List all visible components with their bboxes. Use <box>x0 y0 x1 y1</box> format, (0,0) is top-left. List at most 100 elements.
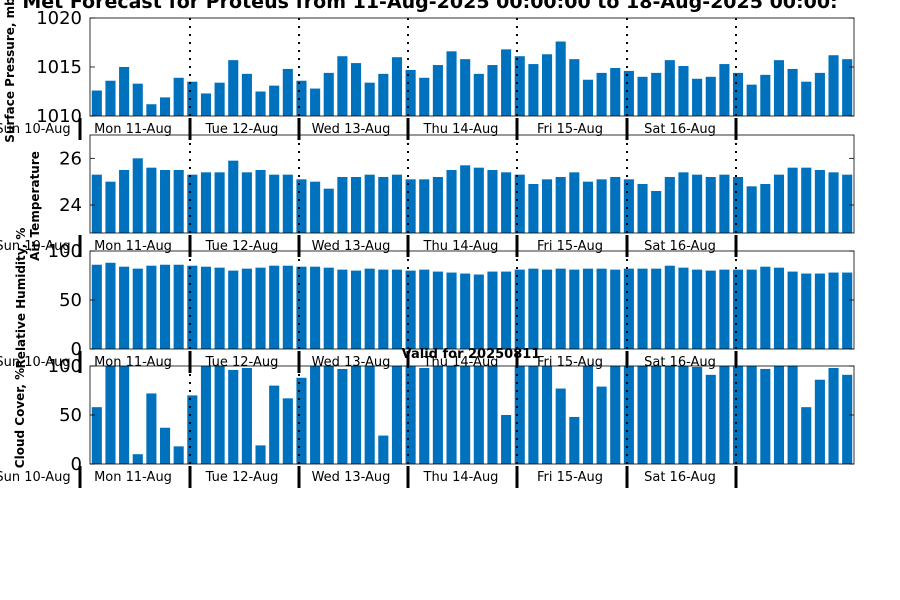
bar <box>801 81 812 116</box>
bar <box>596 268 607 349</box>
bar <box>610 67 621 116</box>
bar <box>378 269 389 349</box>
bar <box>678 267 689 349</box>
bar <box>159 264 171 349</box>
bar <box>323 72 334 116</box>
x-tick-label: Tue 12-Aug <box>205 239 279 254</box>
bar <box>269 265 280 349</box>
x-tick-label: Sun 10-Aug <box>0 239 71 254</box>
y-tick-label: 26 <box>59 148 82 169</box>
bar <box>596 72 607 116</box>
bar <box>623 70 634 116</box>
bar <box>773 267 785 349</box>
x-tick-label: Thu 14-Aug <box>423 122 499 137</box>
bar <box>514 366 525 464</box>
bar <box>282 68 293 116</box>
bar <box>787 167 798 233</box>
bar <box>187 174 198 233</box>
bar <box>337 368 348 464</box>
bar <box>555 177 566 233</box>
y-axis-label: Relative Humidity, % <box>14 228 28 369</box>
bar <box>528 184 539 233</box>
bar <box>364 366 375 464</box>
bar <box>350 63 362 116</box>
bar <box>773 60 785 116</box>
bar <box>623 179 634 233</box>
bar <box>773 366 785 464</box>
bar <box>419 367 430 464</box>
bar <box>514 174 525 233</box>
bar <box>582 181 594 233</box>
bar <box>541 366 553 464</box>
bar <box>146 265 157 349</box>
bar <box>173 170 184 233</box>
bar <box>487 271 498 349</box>
bar <box>323 188 334 233</box>
bar <box>460 59 471 116</box>
y-tick-label: 100 <box>48 356 82 377</box>
bar <box>241 367 252 464</box>
bar <box>446 170 457 233</box>
bar <box>310 266 321 349</box>
bar <box>705 177 716 233</box>
x-tick-label: Sat 16-Aug <box>644 239 716 254</box>
bar <box>405 179 416 233</box>
bar <box>555 388 566 464</box>
bar <box>678 66 689 116</box>
y-tick-label: 100 <box>48 241 82 262</box>
bar <box>705 76 716 116</box>
bar <box>692 174 703 233</box>
bar <box>692 366 703 464</box>
bar <box>569 59 580 116</box>
bar <box>501 172 512 233</box>
bar <box>746 186 757 233</box>
bar <box>460 366 471 464</box>
bar <box>664 366 675 464</box>
bar <box>146 393 157 464</box>
bar <box>378 435 389 464</box>
figure-title: Met Forecast for Proteus from 11-Aug-202… <box>22 0 837 13</box>
bar <box>446 51 457 116</box>
bar <box>364 268 375 349</box>
bar <box>814 72 825 116</box>
bar <box>432 65 443 116</box>
bar <box>651 366 662 464</box>
bar <box>814 379 825 464</box>
bar <box>187 265 198 349</box>
bar <box>814 170 825 233</box>
bar <box>637 76 648 116</box>
bar <box>446 272 457 349</box>
bar <box>378 73 389 116</box>
bar <box>582 268 594 349</box>
valid-date-note: Valid for 20250811 <box>402 347 541 362</box>
bar <box>255 445 266 464</box>
bar <box>269 385 280 464</box>
bar <box>228 270 239 349</box>
bar <box>705 270 716 349</box>
x-tick-label: Wed 13-Aug <box>312 122 391 137</box>
bar <box>787 271 798 349</box>
bar <box>405 366 416 464</box>
bar <box>391 366 403 464</box>
y-tick-label: 50 <box>59 290 82 311</box>
x-tick-label: Thu 14-Aug <box>423 239 499 254</box>
bar <box>814 273 825 349</box>
bar <box>555 41 566 116</box>
y-tick-label: 1010 <box>36 106 82 127</box>
bar <box>582 366 594 464</box>
bar <box>364 82 375 116</box>
bar <box>746 84 757 116</box>
bar <box>391 174 403 233</box>
bar <box>105 366 116 464</box>
bar <box>732 366 744 464</box>
chart-panel-2: 24 26 Sun 10-Aug Mon 11-Aug Tue 12-Aug Wed 13… <box>0 134 855 261</box>
bar <box>350 177 362 233</box>
bar <box>746 366 757 464</box>
bar <box>91 264 102 349</box>
bar <box>528 268 539 349</box>
x-tick-label: Sun 10-Aug <box>0 122 71 137</box>
bar <box>159 170 171 233</box>
bar <box>187 395 198 464</box>
bar <box>310 88 321 116</box>
